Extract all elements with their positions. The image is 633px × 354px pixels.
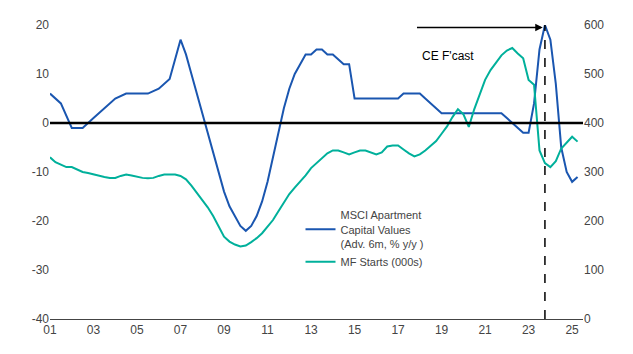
svg-text:01: 01 <box>43 323 57 337</box>
svg-text:13: 13 <box>304 323 318 337</box>
svg-text:200: 200 <box>584 214 604 228</box>
svg-text:100: 100 <box>584 263 604 277</box>
svg-text:CE F'cast: CE F'cast <box>422 49 474 63</box>
svg-text:10: 10 <box>36 67 50 81</box>
svg-text:20: 20 <box>36 18 50 32</box>
svg-text:-10: -10 <box>32 165 50 179</box>
svg-text:0: 0 <box>584 312 591 326</box>
svg-text:-40: -40 <box>32 312 50 326</box>
svg-text:21: 21 <box>478 323 492 337</box>
svg-text:19: 19 <box>435 323 449 337</box>
svg-text:600: 600 <box>584 18 604 32</box>
svg-text:-20: -20 <box>32 214 50 228</box>
svg-text:17: 17 <box>391 323 405 337</box>
svg-text:400: 400 <box>584 116 604 130</box>
svg-text:23: 23 <box>522 323 536 337</box>
svg-text:07: 07 <box>174 323 188 337</box>
svg-text:500: 500 <box>584 67 604 81</box>
svg-text:MF Starts (000s): MF Starts (000s) <box>341 256 423 268</box>
svg-text:MSCI ApartmentCapital Values(A: MSCI ApartmentCapital Values(Adv. 6m, % … <box>341 209 424 250</box>
svg-text:03: 03 <box>87 323 101 337</box>
svg-text:15: 15 <box>348 323 362 337</box>
svg-text:-30: -30 <box>32 263 50 277</box>
svg-text:11: 11 <box>261 323 274 337</box>
svg-text:05: 05 <box>130 323 144 337</box>
svg-text:0: 0 <box>42 116 49 130</box>
svg-text:25: 25 <box>565 323 579 337</box>
svg-text:300: 300 <box>584 165 604 179</box>
svg-text:09: 09 <box>217 323 231 337</box>
